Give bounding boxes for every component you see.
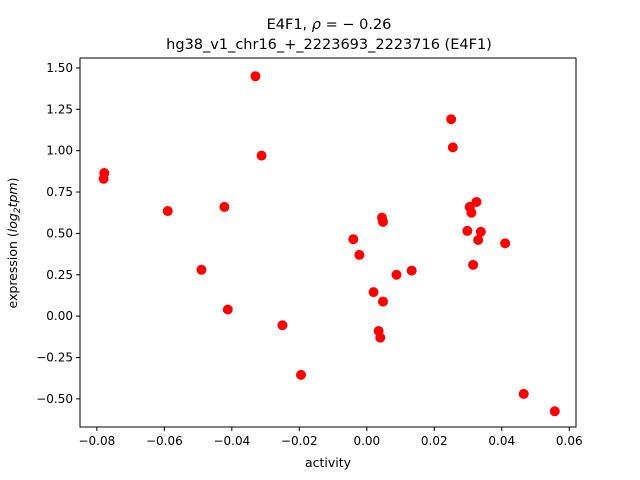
x-tick-label: 0.02: [421, 434, 448, 448]
y-axis-label-tpm: tpm: [5, 182, 20, 207]
data-point: [162, 206, 173, 217]
data-point: [475, 226, 486, 237]
chart-title: E4F1, ρ = − 0.26: [267, 17, 392, 33]
x-tick-label: 0.00: [353, 434, 380, 448]
x-axis-label: activity: [305, 455, 352, 470]
y-tick-label: 1.50: [46, 61, 73, 75]
data-point: [500, 238, 511, 249]
data-point: [518, 388, 529, 399]
y-tick-label: 0.75: [46, 185, 73, 199]
chart-title-rho-value: = − 0.26: [321, 17, 391, 33]
data-point: [196, 264, 207, 275]
data-point: [296, 369, 307, 380]
data-point: [377, 216, 388, 227]
data-point: [250, 71, 261, 82]
data-point: [446, 114, 457, 125]
data-point: [471, 196, 482, 207]
data-point: [375, 332, 386, 343]
y-axis-ticks: −0.50 −0.25 0.00 0.25 0.50 0.75 1.00 1.25 1.50: [36, 61, 80, 406]
data-point: [348, 234, 359, 245]
data-point: [447, 142, 458, 153]
y-tick-label: 0.50: [46, 226, 73, 240]
y-axis-label-log: log: [5, 213, 20, 232]
plot-frame: [79, 57, 577, 428]
data-point: [473, 235, 484, 246]
data-point: [277, 320, 288, 331]
y-tick-label: 1.25: [46, 102, 73, 116]
y-axis-label-sub: 2: [13, 207, 23, 213]
y-axis-label: expression (log2tpm): [5, 178, 23, 309]
y-tick-label: 1.00: [46, 144, 73, 158]
data-point: [368, 287, 379, 298]
data-point: [377, 296, 388, 307]
data-point: [406, 265, 417, 276]
chart-title-prefix: E4F1,: [267, 17, 312, 33]
y-tick-label: −0.50: [36, 392, 73, 406]
x-tick-label: 0.06: [556, 434, 583, 448]
data-point: [391, 269, 402, 280]
x-axis-ticks: −0.08 −0.06 −0.04 −0.02 0.00 0.02 0.04 0.06: [78, 427, 583, 448]
y-tick-label: −0.25: [36, 351, 73, 365]
data-point: [466, 207, 477, 218]
x-tick-label: −0.08: [78, 434, 115, 448]
data-point: [256, 150, 267, 161]
x-tick-label: −0.02: [281, 434, 318, 448]
x-tick-label: −0.04: [213, 434, 250, 448]
data-point: [98, 173, 109, 184]
data-point: [222, 304, 233, 315]
data-point: [354, 249, 365, 260]
data-point: [468, 259, 479, 270]
y-axis-label-prefix: expression (: [5, 232, 20, 308]
data-point: [549, 406, 560, 417]
data-point: [219, 201, 230, 212]
data-point: [462, 225, 473, 236]
data-points: [98, 71, 560, 417]
chart-title-rho: ρ: [312, 17, 322, 33]
x-tick-label: 0.04: [488, 434, 515, 448]
x-tick-label: −0.06: [146, 434, 183, 448]
y-axis-label-suffix: ): [5, 178, 20, 183]
chart-subtitle: hg38_v1_chr16_+_2223693_2223716 (E4F1): [166, 37, 492, 53]
y-tick-label: 0.00: [46, 309, 73, 323]
y-tick-label: 0.25: [46, 268, 73, 282]
